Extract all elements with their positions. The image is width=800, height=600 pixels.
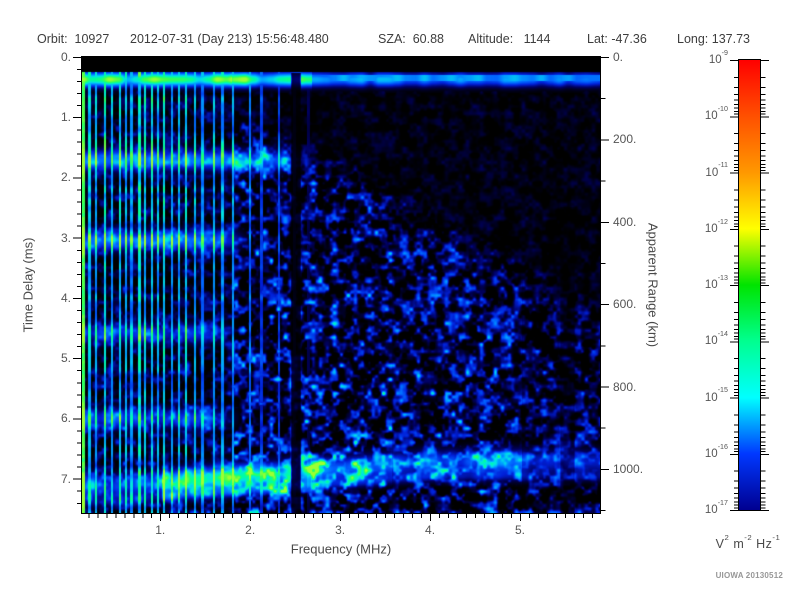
y-axis-left-title: Time Delay (ms) <box>20 237 36 333</box>
colorbar-tick-label: 10-16 <box>704 442 728 460</box>
y-left-tick-label: 0. <box>60 50 71 64</box>
colorbar-tick-label: 10-13 <box>704 273 728 291</box>
y-left-tick-label: 6. <box>60 411 71 426</box>
colorbar <box>739 60 760 510</box>
colorbar-unit-label: V2 m-2 Hz-1 <box>715 532 781 552</box>
x-tick-label: 5. <box>514 523 525 537</box>
header-altitude: Altitude: 1144 <box>468 32 551 46</box>
colorbar-tick-label: 10-11 <box>705 161 728 179</box>
credit-text: UIOWA 20130512 <box>715 571 783 580</box>
y-left-tick-label: 1. <box>60 110 71 125</box>
colorbar-tick-label: 10-10 <box>704 105 728 123</box>
spectrogram-plot-area <box>82 57 600 513</box>
colorbar-tick-label: 10-9 <box>708 48 728 66</box>
y-right-tick-label: 400. <box>613 214 637 229</box>
y-right-tick-label: 0. <box>613 50 624 64</box>
x-tick-label: 2. <box>245 523 256 537</box>
y-left-tick-label: 5. <box>60 351 71 366</box>
x-tick-label: 1. <box>155 523 166 537</box>
y-left-tick-label: 4. <box>60 290 71 305</box>
y-right-tick-label: 200. <box>613 132 637 147</box>
x-tick-label: 4. <box>425 523 436 537</box>
colorbar-tick-label: 10-17 <box>704 498 728 516</box>
header-latitude: Lat: -47.36 <box>587 32 647 46</box>
header-sza: SZA: 60.88 <box>378 32 445 46</box>
spectrogram-canvas <box>82 57 600 513</box>
colorbar-tick-label: 10-15 <box>704 386 728 404</box>
y-right-tick-label: 800. <box>613 379 637 394</box>
x-axis-title: Frequency (MHz) <box>290 541 392 557</box>
header-datetime: 2012-07-31 (Day 213) 15:56:48.480 <box>130 32 329 46</box>
colorbar-tick-label: 10-12 <box>704 217 728 235</box>
header-orbit: Orbit: 10927 <box>37 32 110 46</box>
x-tick-label: 3. <box>335 523 346 537</box>
y-axis-right-title: Apparent Range (km) <box>645 222 661 348</box>
y-right-tick-label: 1000. <box>613 461 644 476</box>
y-left-tick-label: 2. <box>60 170 71 185</box>
y-right-tick-label: 600. <box>613 297 637 312</box>
y-left-tick-label: 3. <box>60 230 71 245</box>
header-longitude: Long: 137.73 <box>677 32 750 46</box>
y-left-tick-label: 7. <box>60 471 71 486</box>
colorbar-tick-label: 10-14 <box>704 330 728 348</box>
